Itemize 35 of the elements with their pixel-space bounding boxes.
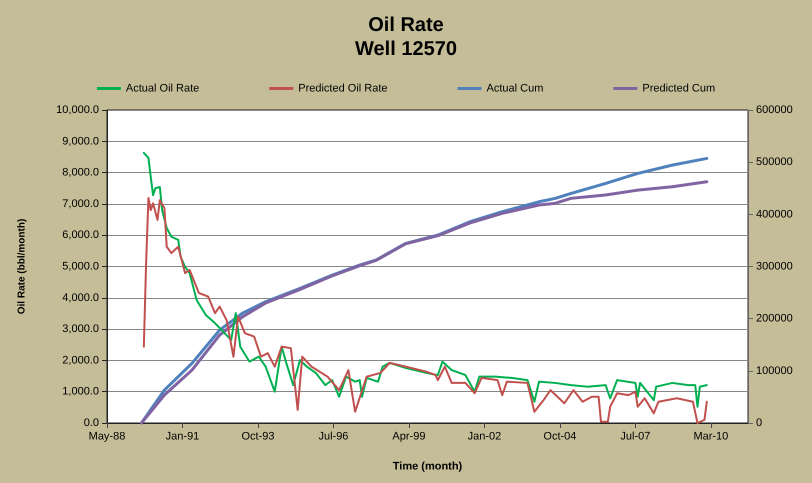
y-tick-label: 2,000.0 — [62, 354, 99, 366]
chart-subtitle: Well 12570 — [355, 38, 457, 60]
x-tick-label: Jan-91 — [166, 430, 200, 442]
y2-tick-label: 300000 — [756, 260, 793, 272]
y-tick-label: 7,000.0 — [62, 198, 99, 210]
x-tick-label: Jul-96 — [318, 430, 348, 442]
y-tick-label: 8,000.0 — [62, 166, 99, 179]
x-tick-label: Mar-10 — [693, 430, 728, 442]
y2-tick-label: 0 — [756, 417, 762, 429]
y-tick-label: 5,000.0 — [62, 260, 99, 272]
x-tick-label: Apr-99 — [392, 430, 426, 442]
x-tick-label: May-88 — [88, 430, 126, 442]
x-tick-label: Jan-02 — [468, 430, 502, 442]
legend-label: Actual Cum — [486, 82, 544, 94]
chart-title: Oil Rate — [368, 14, 444, 36]
x-tick-label: Oct-04 — [543, 430, 576, 442]
y2-tick-label: 600000 — [756, 104, 793, 116]
y-tick-label: 4,000.0 — [62, 292, 99, 304]
y-tick-label: 3,000.0 — [62, 323, 99, 336]
y-tick-label: 1,000.0 — [62, 386, 99, 398]
x-tick-label: Jul-07 — [620, 430, 650, 442]
y-tick-label: 10,000.0 — [56, 104, 99, 116]
x-axis-title: Time (month) — [392, 460, 463, 472]
y-tick-label: 6,000.0 — [62, 229, 99, 242]
y2-tick-label: 200000 — [756, 312, 793, 325]
y2-tick-label: 500000 — [756, 156, 793, 168]
y2-tick-label: 400000 — [756, 208, 793, 220]
y-tick-label: 9,000.0 — [62, 135, 99, 148]
y2-tick-label: 100000 — [756, 364, 793, 377]
legend-label: Predicted Oil Rate — [298, 82, 388, 94]
legend-label: Predicted Cum — [642, 82, 716, 94]
y-tick-label: 0.0 — [84, 417, 99, 429]
x-tick-label: Oct-93 — [241, 430, 274, 442]
legend-label: Actual Oil Rate — [126, 82, 200, 94]
y-axis-title: Oil Rate (bbl/month) — [16, 218, 28, 314]
